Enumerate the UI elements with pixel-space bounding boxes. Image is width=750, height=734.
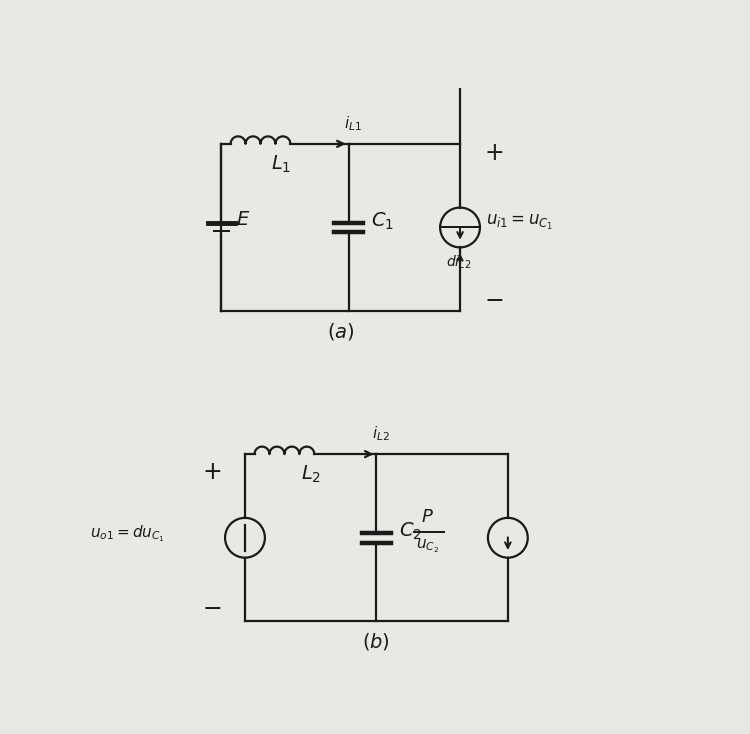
Text: $+$: $+$ (202, 459, 221, 484)
Text: $E$: $E$ (236, 210, 250, 229)
Text: $i_{L1}$: $i_{L1}$ (344, 114, 362, 133)
Text: $L_1$: $L_1$ (271, 154, 291, 175)
Text: $(a)$: $(a)$ (327, 321, 354, 341)
Text: $i_{L2}$: $i_{L2}$ (372, 424, 390, 443)
Text: $u_{i1} = u_{C_1}$: $u_{i1} = u_{C_1}$ (486, 213, 554, 232)
Text: $C_2$: $C_2$ (399, 520, 422, 542)
Text: $P$: $P$ (422, 508, 434, 526)
Text: $L_2$: $L_2$ (301, 464, 321, 485)
Text: $u_{o1} = du_{C_1}$: $u_{o1} = du_{C_1}$ (90, 523, 165, 544)
Text: $C_1$: $C_1$ (370, 211, 394, 232)
Text: $di_{L2}$: $di_{L2}$ (446, 254, 471, 271)
Text: $u_{C_2}$: $u_{C_2}$ (416, 538, 440, 556)
Text: $(b)$: $(b)$ (362, 631, 391, 652)
Text: $-$: $-$ (484, 287, 503, 311)
Text: $+$: $+$ (484, 142, 503, 165)
Text: $-$: $-$ (202, 595, 221, 619)
